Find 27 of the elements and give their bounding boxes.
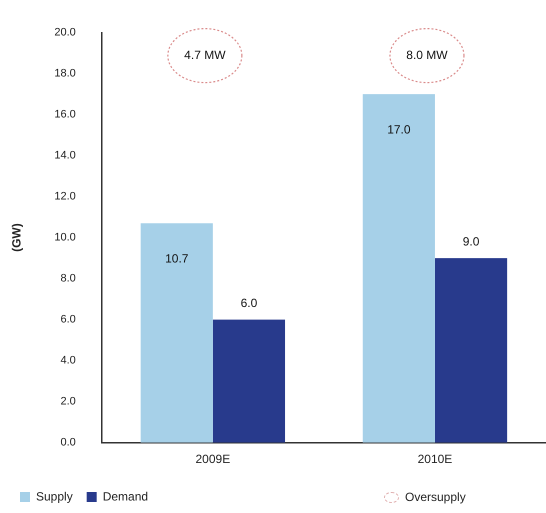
y-tick-label: 18.0 [54,68,76,80]
y-axis-title: (GW) [10,223,24,252]
data-label: 9.0 [462,234,480,248]
text: Oversupply [405,490,466,504]
y-tick-label: 8.0 [60,272,76,285]
annotation: 8.0 MW [406,48,448,62]
y-tick-label: 0.0 [60,436,76,449]
x-tick-label: 2010E [418,452,452,466]
y-tick-label: 6.0 [60,314,76,326]
data-label: 10.7 [165,252,189,266]
y-tick-label: 12.0 [54,190,76,203]
bar [362,94,435,443]
legend-label: Demand [102,489,148,504]
annotation: 4.7 MW [184,48,226,62]
y-tick-label: 2.0 [60,396,76,408]
data-label: 17.0 [387,122,411,136]
bar [434,258,508,443]
y-tick-label: 20.0 [54,26,76,39]
legend-label: Supply [36,489,73,504]
data-label: 6.0 [240,296,258,310]
bar [212,320,286,443]
y-tick-label: 10.0 [54,232,76,244]
y-tick-label: 16.0 [54,108,76,121]
x-tick-label: 2009E [196,452,230,466]
y-tick-label: 4.0 [60,354,76,367]
y-tick-label: 14.0 [54,150,76,162]
bar [140,223,213,443]
